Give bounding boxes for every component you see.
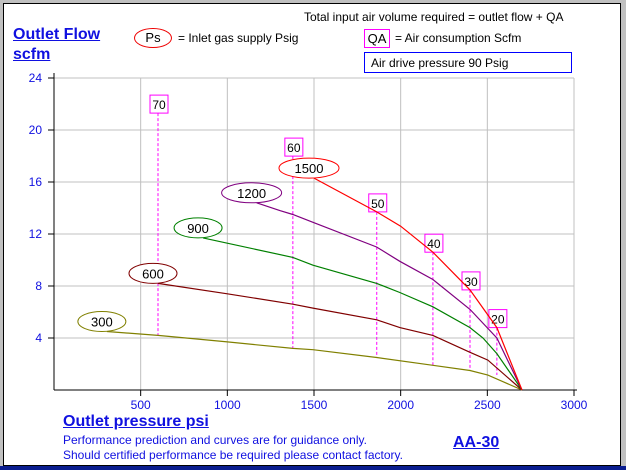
y-axis-title: Outlet Flow	[13, 26, 101, 43]
ps-legend: = Inlet gas supply Psig	[178, 31, 299, 45]
x-tick-label: 3000	[561, 398, 588, 412]
x-tick-label: 2000	[387, 398, 414, 412]
qa-symbol: QA	[364, 29, 390, 48]
y-axis-unit: scfm	[13, 46, 51, 63]
series-line-300	[106, 330, 523, 391]
disclaimer-line-2: Should certified performance be required…	[63, 448, 403, 462]
ps-symbol: Ps	[134, 28, 172, 48]
series-line-1200	[256, 202, 523, 391]
model-label: AA-30	[453, 434, 500, 451]
qa-label: 30	[464, 275, 478, 289]
series-line-900	[202, 237, 523, 391]
y-tick-label: 4	[35, 331, 42, 345]
qa-legend: = Air consumption Scfm	[395, 31, 522, 45]
qa-label: 20	[491, 313, 505, 327]
series-label: 900	[187, 221, 209, 236]
qa-label: 70	[152, 98, 166, 112]
qa-label: 40	[427, 237, 441, 251]
series-line-600	[157, 282, 523, 391]
series-line-1500	[313, 177, 523, 391]
qa-label: 50	[371, 197, 385, 211]
series-label-ellipse	[173, 217, 223, 239]
y-tick-label: 8	[35, 279, 42, 293]
y-tick-label: 20	[29, 123, 43, 137]
series-label: 600	[142, 266, 164, 281]
series-label: 1500	[295, 161, 324, 176]
series-label-ellipse	[221, 182, 283, 204]
series-label-ellipse	[278, 157, 340, 179]
x-tick-label: 500	[131, 398, 151, 412]
air-drive-pressure: Air drive pressure 90 Psig	[364, 52, 572, 73]
disclaimer-line-1: Performance prediction and curves are fo…	[63, 433, 367, 447]
qa-label: 60	[287, 141, 301, 155]
series-label: 300	[91, 315, 113, 330]
qa-label-box	[149, 94, 169, 114]
x-tick-label: 1000	[214, 398, 241, 412]
x-tick-label: 1500	[301, 398, 328, 412]
qa-label-box	[284, 137, 304, 157]
series-label: 1200	[237, 186, 266, 201]
qa-label-box	[461, 271, 481, 291]
x-tick-label: 2500	[474, 398, 501, 412]
series-label-ellipse	[77, 311, 127, 332]
bottom-bar	[0, 466, 626, 470]
y-tick-label: 16	[29, 175, 43, 189]
series-label-ellipse	[128, 262, 178, 284]
y-tick-label: 12	[29, 227, 43, 241]
total-air-note: Total input air volume required = outlet…	[304, 10, 564, 24]
qa-label-box	[424, 233, 444, 253]
x-axis-title: Outlet pressure psi	[63, 413, 209, 430]
y-tick-label: 24	[29, 71, 43, 85]
